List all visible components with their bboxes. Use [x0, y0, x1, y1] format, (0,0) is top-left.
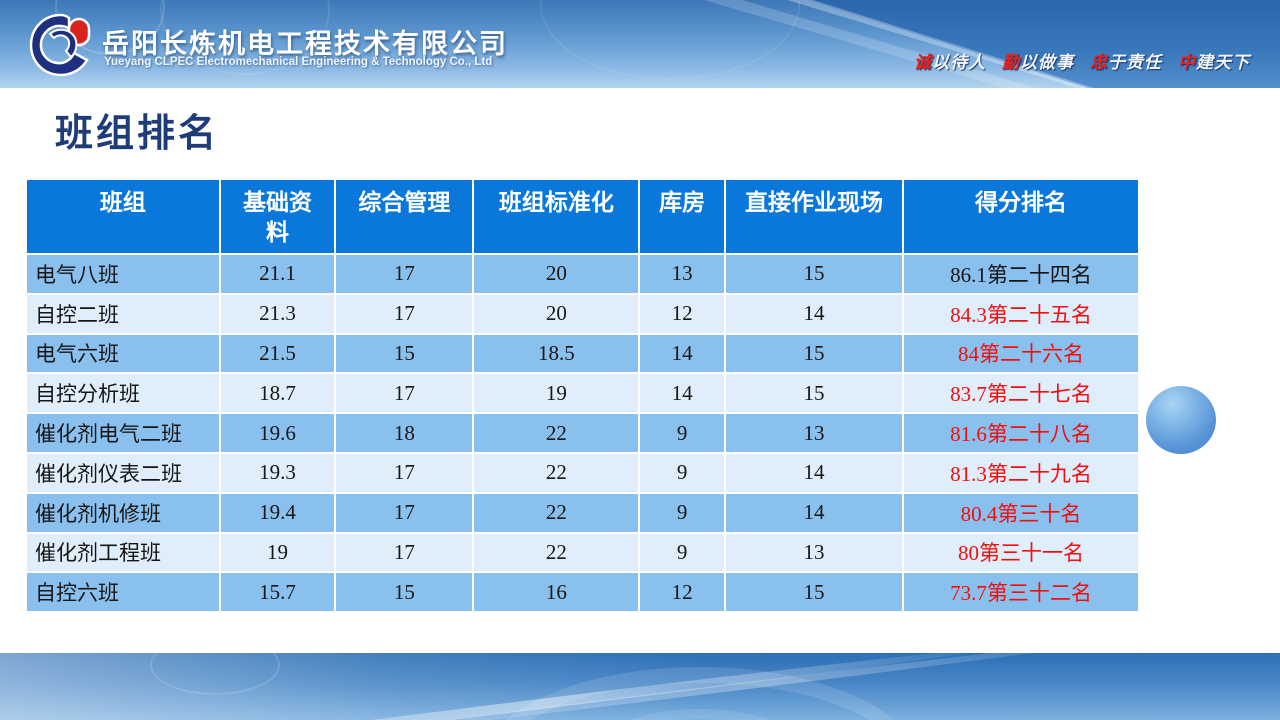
score-cell: 19	[472, 372, 641, 415]
score-cell: 9	[638, 531, 726, 574]
score-cell: 13	[723, 531, 905, 574]
team-name-cell: 催化剂工程班	[25, 531, 221, 574]
score-cell: 15	[334, 332, 475, 375]
score-cell: 19.6	[218, 412, 337, 454]
company-name-english: Yueyang CLPEC Electromechanical Engineer…	[104, 56, 493, 68]
score-cell: 15	[334, 571, 475, 614]
score-cell: 14	[638, 372, 726, 415]
total-score-rank-cell: 80第三十一名	[902, 531, 1140, 574]
score-cell: 20	[472, 253, 641, 295]
score-cell: 22	[472, 491, 641, 534]
score-cell: 12	[638, 571, 726, 614]
table-row: 催化剂仪表二班 19.3 17 22 9 14 81.3第二十九名	[25, 451, 1140, 494]
team-name-cell: 自控六班	[25, 571, 221, 614]
score-cell: 21.3	[218, 292, 337, 335]
column-header: 直接作业现场	[723, 178, 905, 255]
total-score-rank-cell: 81.3第二十九名	[902, 451, 1140, 494]
score-cell: 9	[638, 491, 726, 534]
team-name-cell: 自控二班	[25, 292, 221, 335]
footer-banner	[0, 653, 1280, 720]
score-cell: 19	[218, 531, 337, 574]
score-cell: 21.1	[218, 253, 337, 295]
table-row: 电气六班 21.5 15 18.5 14 15 84第二十六名	[25, 332, 1140, 375]
company-logo-icon	[28, 12, 94, 78]
company-name-chinese: 岳阳长炼机电工程技术有限公司	[102, 29, 508, 59]
score-cell: 15	[723, 332, 905, 375]
score-cell: 22	[472, 451, 641, 494]
score-cell: 15.7	[218, 571, 337, 614]
column-header: 得分排名	[902, 178, 1140, 255]
column-header: 库房	[638, 178, 726, 255]
table-header-row: 班组 基础资 料综合管理 班组标准化 库房 直接作业现场 得分排名	[25, 178, 1140, 255]
total-score-rank-cell: 80.4第三十名	[902, 491, 1140, 534]
score-cell: 22	[472, 531, 641, 574]
score-cell: 14	[723, 451, 905, 494]
team-ranking-table: 班组 基础资 料综合管理 班组标准化 库房 直接作业现场 得分排名 电气八班 21.1 17 2…	[25, 178, 1140, 614]
column-header: 班组	[25, 178, 221, 255]
score-cell: 17	[334, 292, 475, 335]
sphere-decoration	[1146, 386, 1216, 454]
score-cell: 14	[723, 491, 905, 534]
score-cell: 17	[334, 253, 475, 295]
score-cell: 17	[334, 491, 475, 534]
column-header: 综合管理	[334, 178, 475, 255]
team-name-cell: 自控分析班	[25, 372, 221, 415]
page-title: 班组排名	[55, 113, 220, 155]
score-cell: 14	[723, 292, 905, 335]
score-cell: 9	[638, 451, 726, 494]
table-row: 催化剂电气二班 19.6 18 22 9 13 81.6第二十八名	[25, 412, 1140, 454]
score-cell: 18.5	[472, 332, 641, 375]
team-name-cell: 催化剂仪表二班	[25, 451, 221, 494]
score-cell: 18.7	[218, 372, 337, 415]
total-score-rank-cell: 84第二十六名	[902, 332, 1140, 375]
table-row: 催化剂机修班 19.4 17 22 9 14 80.4第三十名	[25, 491, 1140, 534]
total-score-rank-cell: 73.7第三十二名	[902, 571, 1140, 614]
team-name-cell: 电气八班	[25, 253, 221, 295]
score-cell: 13	[723, 412, 905, 454]
table-row: 自控六班 15.7 15 16 12 15 73.7第三十二名	[25, 571, 1140, 614]
total-score-rank-cell: 86.1第二十四名	[902, 253, 1140, 295]
score-cell: 19.4	[218, 491, 337, 534]
score-cell: 18	[334, 412, 475, 454]
table-body: 电气八班 21.1 17 20 13 15 86.1第二十四名 自控二班 21.3 17 20 12 1…	[25, 253, 1140, 614]
column-header: 基础资 料	[218, 178, 337, 255]
team-name-cell: 电气六班	[25, 332, 221, 375]
score-cell: 20	[472, 292, 641, 335]
score-cell: 12	[638, 292, 726, 335]
table-row: 催化剂工程班 19 17 22 9 13 80第三十一名	[25, 531, 1140, 574]
table-row: 自控二班 21.3 17 20 12 14 84.3第二十五名	[25, 292, 1140, 335]
score-cell: 21.5	[218, 332, 337, 375]
table-row: 自控分析班 18.7 17 19 14 15 83.7第二十七名	[25, 372, 1140, 415]
score-cell: 22	[472, 412, 641, 454]
score-cell: 17	[334, 531, 475, 574]
slogan-phrase: 勤以做事	[1002, 53, 1074, 72]
score-cell: 9	[638, 412, 726, 454]
score-cell: 15	[723, 571, 905, 614]
score-cell: 16	[472, 571, 641, 614]
slogan-phrase: 中建天下	[1178, 53, 1250, 72]
total-score-rank-cell: 81.6第二十八名	[902, 412, 1140, 454]
score-cell: 17	[334, 451, 475, 494]
score-cell: 13	[638, 253, 726, 295]
score-cell: 14	[638, 332, 726, 375]
slogan-phrase: 忠于责任	[1090, 53, 1162, 72]
score-cell: 15	[723, 253, 905, 295]
total-score-rank-cell: 84.3第二十五名	[902, 292, 1140, 335]
team-name-cell: 催化剂机修班	[25, 491, 221, 534]
company-slogan: 诚以待人 勤以做事 忠于责任 中建天下	[898, 48, 1250, 73]
score-cell: 17	[334, 372, 475, 415]
team-name-cell: 催化剂电气二班	[25, 412, 221, 454]
header-banner: 岳阳长炼机电工程技术有限公司 Yueyang CLPEC Electromech…	[0, 0, 1280, 88]
column-header: 班组标准化	[472, 178, 641, 255]
slogan-phrase: 诚以待人	[914, 53, 986, 72]
score-cell: 15	[723, 372, 905, 415]
total-score-rank-cell: 83.7第二十七名	[902, 372, 1140, 415]
score-cell: 19.3	[218, 451, 337, 494]
table-row: 电气八班 21.1 17 20 13 15 86.1第二十四名	[25, 253, 1140, 295]
